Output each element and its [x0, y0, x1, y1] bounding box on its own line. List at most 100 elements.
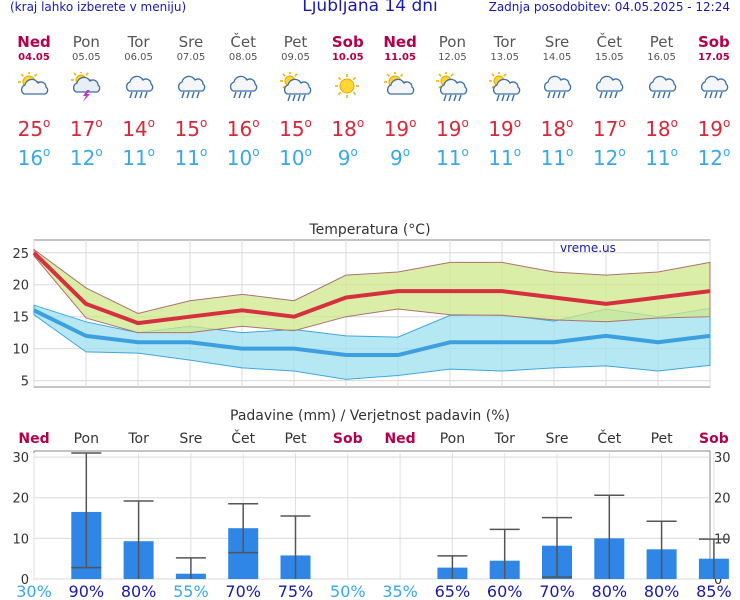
sun-cloud-rain-icon: [488, 72, 520, 102]
min-temp: 10o: [226, 145, 260, 170]
y-tick-label: 20: [12, 279, 29, 294]
y-tick-label: 30: [12, 451, 29, 466]
forecast-day: Čet 08.05 16o 10o: [217, 33, 269, 171]
x-tick-label: Tor: [493, 431, 515, 447]
forecast-day: Tor 06.05 14o 11o: [113, 33, 165, 171]
chart-title: Temperatura (°C): [308, 222, 430, 238]
max-temp: 19o: [435, 116, 469, 141]
day-date: 07.05: [176, 52, 206, 63]
probability-label: 90%: [69, 582, 105, 600]
cloud-rain-icon: [596, 75, 624, 99]
sun-cloud-rain-icon: [436, 72, 468, 102]
cloud-rain-icon: [125, 75, 153, 99]
temperature-chart: Temperatura (°C) 5 10 15 20 25 vreme.us: [12, 222, 711, 390]
y-tick-label: 15: [12, 311, 29, 326]
day-date: 06.05: [124, 52, 153, 63]
forecast-day: Čet 15.05 17o 12o: [583, 33, 635, 171]
probability-label: 70%: [225, 582, 261, 600]
min-temp: 11o: [435, 145, 469, 170]
day-name: Pon: [438, 33, 466, 51]
x-tick-label: Sob: [333, 431, 363, 447]
probability-label: 65%: [435, 582, 471, 600]
max-temp: 19o: [697, 116, 731, 141]
sunny-icon: [334, 74, 359, 98]
y-tick-label: 10: [12, 532, 29, 547]
day-name: Pet: [649, 33, 674, 51]
min-temp: 11o: [174, 145, 208, 170]
partly-cloudy-icon: [384, 72, 415, 95]
x-tick-label: Sre: [546, 431, 569, 447]
probability-label: 60%: [487, 582, 523, 600]
max-temp: 15o: [279, 116, 312, 141]
min-temp: 12o: [697, 145, 731, 170]
x-tick-label: Čet: [231, 429, 255, 447]
forecast-day: Pon 05.05 17o 12o: [60, 34, 112, 171]
max-temp: 17o: [592, 116, 626, 141]
day-name: Sob: [697, 33, 730, 51]
forecast-day: Ned 04.05 25o 16o: [8, 34, 60, 171]
max-temp: 16o: [226, 116, 260, 141]
day-date: 05.05: [71, 52, 101, 63]
max-temp: 19o: [488, 116, 522, 141]
max-temp: 25o: [17, 116, 51, 141]
day-date: 10.05: [331, 52, 364, 63]
day-name: Sob: [331, 33, 364, 51]
day-name: Čet: [230, 33, 256, 51]
min-temp: 12o: [592, 145, 626, 170]
day-date: 12.05: [438, 52, 467, 63]
x-tick-label: Pon: [440, 431, 465, 447]
day-name: Tor: [127, 33, 150, 51]
max-temp: 18o: [540, 116, 574, 141]
x-tick-label: Pet: [651, 431, 674, 447]
x-tick-label: Ned: [18, 431, 49, 447]
y-tick-label: 5: [21, 375, 29, 390]
probability-label: 70%: [539, 582, 575, 600]
min-temp: 11o: [122, 145, 155, 170]
day-name: Čet: [596, 33, 623, 51]
probability-label: 35%: [382, 582, 418, 600]
day-date: 11.05: [384, 52, 416, 63]
x-tick-label: Pon: [74, 431, 99, 447]
max-temp: 15o: [174, 116, 208, 141]
min-temp: 11o: [645, 145, 678, 170]
probability-label: 80%: [121, 582, 157, 600]
day-date: 15.05: [594, 52, 624, 63]
chart-title: Padavine (mm) / Verjetnost padavin (%): [230, 408, 510, 424]
cloud-rain-icon: [230, 75, 258, 99]
cloud-rain-icon: [543, 75, 572, 99]
forecast-day: Sre 14.05 18o 11o: [531, 34, 583, 171]
y-tick-label-right: 30: [714, 451, 731, 466]
daily-forecast-strip: Ned 04.05 25o 16o Pon 05.05 17o 12o Tor 06.05 14o 1…: [0, 30, 740, 171]
forecast-day: Sre 07.05 15o 11o: [165, 33, 217, 171]
y-tick-label: 20: [12, 492, 29, 507]
day-date: 04.05: [18, 52, 50, 63]
y-tick-label: 0: [21, 573, 29, 588]
max-temp: 14o: [122, 116, 155, 141]
x-tick-label: Sob: [699, 431, 729, 447]
min-temp: 9o: [337, 145, 358, 170]
watermark: vreme.us: [560, 241, 616, 255]
x-tick-label: Sre: [179, 431, 202, 447]
max-temp: 18o: [331, 116, 365, 141]
day-date: 14.05: [542, 52, 572, 63]
forecast-day: Pet 16.05 18o 11o: [636, 33, 688, 171]
probability-label: 80%: [592, 582, 628, 600]
max-range-band: [33, 248, 711, 334]
page-title: Ljubljana 14 dni: [302, 0, 438, 16]
min-temp: 11o: [488, 145, 522, 170]
day-date: 17.05: [698, 52, 730, 63]
probability-label: 30%: [16, 582, 52, 600]
max-temp: 17o: [69, 116, 103, 141]
location-note: (kraj lahko izberete v meniju): [10, 0, 187, 14]
cloud-rain-icon: [700, 75, 729, 99]
forecast-day: Sob 10.05 18o 9o: [322, 33, 374, 171]
x-tick-label: Ned: [384, 431, 415, 447]
day-name: Sre: [178, 33, 204, 51]
probability-label: 55%: [173, 582, 209, 600]
min-temp: 16o: [17, 145, 51, 170]
max-temp: 18o: [645, 116, 678, 141]
min-temp: 10o: [279, 145, 312, 170]
forecast-day: Pon 12.05 19o 11o: [426, 33, 478, 171]
day-date: 13.05: [490, 52, 519, 63]
y-tick-label: 25: [12, 247, 29, 262]
